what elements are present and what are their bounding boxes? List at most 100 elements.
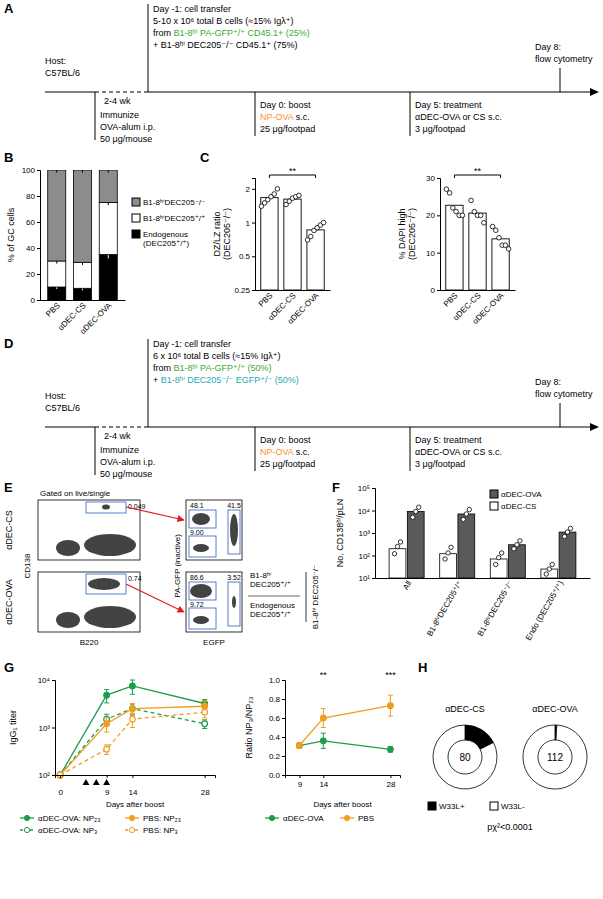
text-segment: 6 x 10⁶ total B cells (≈15% Igλ⁺): [153, 351, 280, 361]
tick-label: 0.8: [269, 695, 281, 704]
tick: 28: [386, 775, 395, 789]
point: [461, 517, 465, 521]
point: [544, 572, 548, 576]
tick: 10⁴: [38, 676, 55, 685]
legend: B1-8ʰⁱDEC205⁻/⁻B1-8ʰⁱDEC205⁺/⁺Endogenous…: [132, 198, 205, 248]
tick-mark: [252, 223, 255, 224]
error-line: [82, 170, 83, 173]
legend-swatch: [490, 502, 498, 510]
text-segment: Day 0: boost: [260, 100, 311, 110]
text-line: Day 0: boost: [260, 100, 311, 110]
tick-label: B1-8ʰⁱDEC205⁻/⁻: [476, 579, 515, 637]
tick-label: 0.2: [269, 752, 281, 761]
gate: [189, 536, 216, 557]
point: [515, 543, 519, 547]
axis-title: IgG₁ titer: [8, 710, 18, 745]
text-line: 5-10 x 10⁶ total B cells (≈15% Igλ⁺): [153, 16, 293, 26]
legend-label: PBS: [358, 814, 374, 823]
point: [272, 192, 277, 197]
panel-label: B: [4, 150, 13, 165]
legend: αDEC-OVAPBS: [265, 814, 374, 823]
cell-cloud: [193, 544, 209, 552]
timeline-tick: [410, 427, 411, 471]
tick-label: 20: [26, 270, 35, 279]
legend-marker: [269, 815, 274, 820]
error-cap: [321, 708, 326, 709]
point: [493, 228, 498, 233]
axis-title: Days after boost: [313, 800, 372, 809]
timeline-axis: [148, 427, 590, 428]
axis-line: [37, 171, 41, 301]
text-segment: from: [153, 28, 174, 38]
axis-title: (DEC205⁻/⁻): [407, 208, 417, 260]
text-line: NP-OVA s.c.: [260, 112, 310, 122]
tick: 0.6: [269, 714, 285, 723]
marker: [130, 706, 136, 712]
tick: B1-8ʰⁱDEC205⁻/⁻: [476, 579, 515, 637]
chart: 80αDEC-CS112αDEC-OVAW33L+W33L-pχ²<0.0001: [428, 704, 587, 832]
text-segment: Immunize: [100, 110, 139, 120]
text-line: Endogenous: [143, 230, 190, 239]
error-bar: [202, 720, 207, 729]
point: [460, 213, 465, 218]
tick-mark: [282, 756, 285, 757]
line: [60, 686, 205, 775]
tick-mark: [299, 775, 300, 778]
tick-label: 10²: [38, 771, 50, 780]
tick-label: αDEC-OVA: [78, 301, 113, 336]
axis-title: PA-GFP (inactive): [173, 534, 182, 598]
text-line: (DEC205⁺/⁺): [143, 239, 190, 248]
error-bar: [202, 699, 207, 708]
marks: [389, 505, 576, 578]
bar: [490, 559, 507, 578]
tick-label: 0.6: [269, 714, 281, 723]
bar: [389, 549, 406, 578]
point: [392, 552, 396, 556]
legend-label: B1-8ʰⁱDEC205⁻/⁻: [143, 198, 205, 207]
tick-label: 1: [246, 219, 251, 228]
tick-mark: [372, 578, 375, 579]
tick-mark: [132, 775, 133, 778]
legend-label: αDEC-OVA: [501, 490, 542, 499]
panel-label: G: [4, 660, 14, 675]
legend-label: B1-8ʰⁱ DEC205⁻/⁻: [311, 565, 320, 630]
legend-label: αDEC-OVA: NP₂₃: [38, 814, 100, 823]
text-line: Immunize: [100, 445, 139, 455]
tick-label: 1.0: [269, 676, 281, 685]
error-cap: [321, 727, 326, 728]
tick: 0.2: [269, 752, 285, 761]
line: [60, 706, 205, 775]
bar: [509, 545, 526, 578]
legend-label: PBS: NP₃: [143, 826, 178, 835]
timeline-axis: [45, 92, 95, 93]
timeline-gap: [95, 92, 148, 93]
cell-cloud: [84, 534, 136, 556]
text-segment: 3 μg/footpad: [415, 459, 465, 469]
error-cap: [388, 716, 393, 717]
tick-mark: [37, 248, 40, 249]
bar: [99, 203, 117, 255]
axis-title: No. CD138ʰⁱ/pLN: [335, 499, 345, 568]
legend-swatch: [132, 214, 140, 222]
timeline-tick: [410, 92, 411, 136]
tick-mark: [437, 253, 440, 254]
figure: ABCDEFGHHost:C57BL/62-4 wkImmunizeOVA-al…: [0, 0, 603, 899]
bar: [469, 213, 486, 290]
gate: [189, 510, 216, 528]
axis-line: [437, 179, 441, 291]
text-segment: s.c.: [293, 447, 310, 457]
axis-title: Days after boost: [106, 800, 165, 809]
tick: PBS: [44, 301, 62, 319]
timeline-gap: [95, 427, 148, 428]
tick-label: 0.25: [234, 286, 250, 295]
tick: 10⁵: [358, 484, 375, 493]
tick-label: 10⁵: [358, 484, 370, 493]
tick-mark: [282, 775, 285, 776]
tick: 60: [26, 218, 40, 227]
plot-frame: [38, 500, 140, 560]
cell-cloud: [190, 584, 212, 598]
marker: [321, 738, 327, 744]
text-segment: 50 μg/mouse: [100, 134, 152, 144]
plot-frame: [186, 572, 242, 632]
text-line: flow cytometry: [535, 389, 593, 399]
